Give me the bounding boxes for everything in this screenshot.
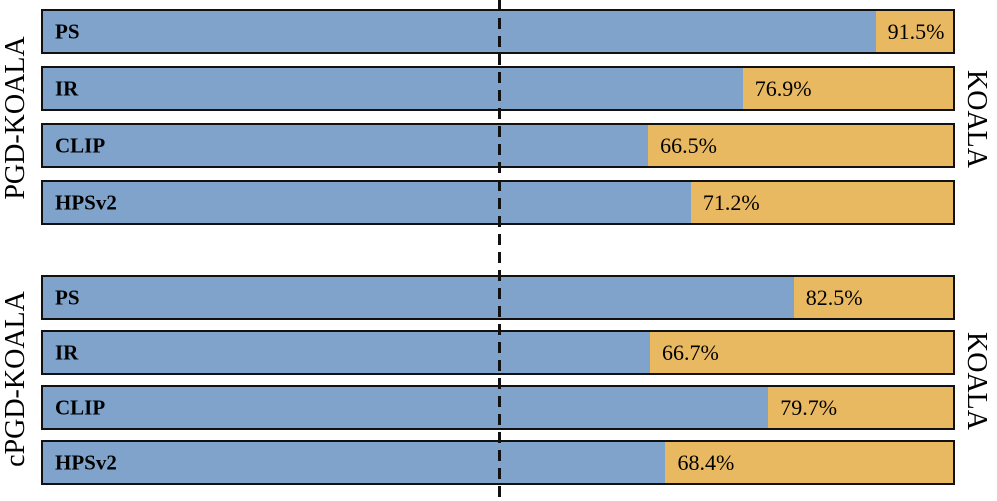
bar-segment-pgd-koala: [43, 11, 876, 52]
bar-segment-cpgd-koala: [43, 277, 794, 318]
group-label-koala-bottom: KOALA: [961, 332, 992, 430]
bar-metric-label: HPSv2: [55, 190, 117, 214]
bar-segment-cpgd-koala: [43, 332, 650, 373]
group-label-pgd-koala: PGD-KOALA: [0, 36, 31, 200]
group-label-koala-top: KOALA: [961, 70, 992, 168]
bar-value-label: 82.5%: [805, 284, 863, 310]
bar-value-label: 66.5%: [660, 132, 717, 158]
bar-metric-label: IR: [55, 340, 79, 364]
bar-value-label: 68.4%: [677, 449, 735, 475]
bar-metric-label: CLIP: [55, 395, 106, 419]
bar-metric-label: IR: [55, 76, 79, 100]
bar-value-label: 91.5%: [887, 18, 945, 44]
bar-segment-cpgd-koala: [43, 387, 769, 428]
bar-segment-pgd-koala: [43, 68, 743, 109]
bar-metric-label: PS: [55, 19, 80, 43]
bar-metric-label: PS: [55, 285, 80, 309]
bar-segment-pgd-koala: [43, 182, 691, 223]
bar-value-label: 71.2%: [702, 189, 760, 215]
bar-metric-label: HPSv2: [55, 450, 117, 474]
bar-group-pgd-koala: PS 91.5% IR 76.9% CLIP 66.5% HPSv2 71.2%: [41, 9, 955, 225]
bar-value-label: 66.7%: [661, 339, 719, 365]
fifty-percent-dashed-reference-line: [498, 0, 501, 497]
bar-metric-label: CLIP: [55, 133, 106, 157]
group-label-cpgd-koala: cPGD-KOALA: [0, 291, 31, 467]
bar-value-label: 79.7%: [780, 394, 838, 420]
bar-segment-cpgd-koala: [43, 442, 666, 483]
bar-value-label: 76.9%: [754, 75, 812, 101]
bar-segment-pgd-koala: [43, 125, 649, 166]
